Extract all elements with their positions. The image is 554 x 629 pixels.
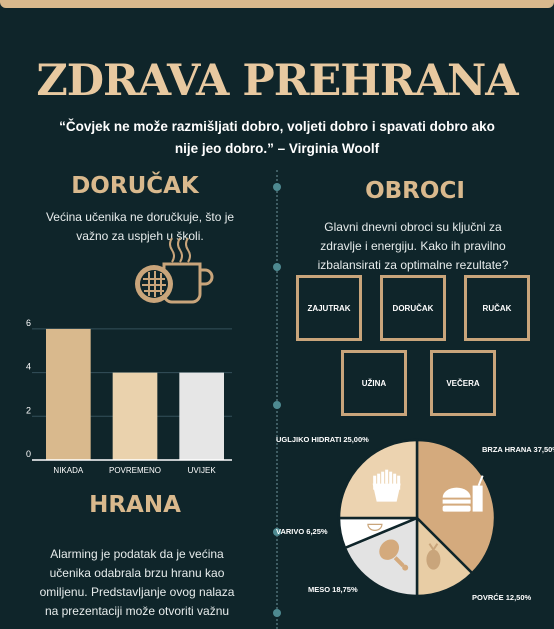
- top-banner-strip: [0, 0, 554, 8]
- waffle-coffee-icon: [135, 237, 214, 304]
- timeline-dot: [273, 183, 281, 191]
- vegetable-icon: [426, 543, 441, 570]
- x-tick-label: NIKADA: [53, 466, 83, 475]
- meal-box-rucak: RUČAK: [464, 275, 530, 341]
- y-tick-label: 6: [26, 318, 31, 328]
- meals-heading: OBROCI: [365, 178, 465, 204]
- timeline-dot: [273, 528, 281, 536]
- bar-nikada: [46, 328, 91, 460]
- timeline-dot: [273, 609, 281, 617]
- bar-uvijek: [179, 372, 224, 460]
- breakfast-heading: DORUČAK: [71, 173, 199, 199]
- y-tick-label: 2: [26, 405, 31, 415]
- x-tick-label: POVREMENO: [109, 466, 161, 475]
- soup-icon: [367, 523, 383, 531]
- pie-label: VARIVO 6,25%: [276, 527, 328, 536]
- pie-label: MESO 18,75%: [308, 585, 358, 594]
- y-tick-label: 0: [26, 449, 31, 459]
- bar-povremeno: [112, 372, 158, 460]
- meals-text: Glavni dnevni obroci su ključni za zdrav…: [317, 220, 509, 272]
- meal-box-dorucak: DORUČAK: [380, 275, 446, 341]
- burger-icon: [442, 475, 484, 512]
- y-tick-label: 4: [26, 362, 31, 372]
- page-title: ZDRAVA PREHRANA: [36, 56, 518, 106]
- drumstick-icon: [379, 539, 409, 571]
- pie-slice: [343, 516, 419, 598]
- pie-label: POVRĆE 12,50%: [472, 593, 532, 602]
- meal-box-uzina: UŽINA: [341, 350, 407, 416]
- timeline-dot: [273, 401, 281, 409]
- center-divider: [276, 170, 278, 629]
- food-pie-chart: BRZA HRANA 37,50% POVRĆE 12,50% MESO 18,75…: [276, 435, 554, 602]
- fries-icon: [372, 469, 401, 502]
- timeline-dot: [273, 263, 281, 271]
- food-heading: HRANA: [89, 492, 181, 518]
- meal-box-zajutrak: ZAJUTRAK: [296, 275, 362, 341]
- meal-box-vecera: VEČERA: [430, 350, 496, 416]
- pie-label: UGLJIKO HIDRATI 25,00%: [276, 435, 369, 444]
- pie-label: BRZA HRANA 37,50%: [482, 445, 554, 454]
- food-text: Alarming je podatak da je većina učenika…: [39, 547, 235, 618]
- quote-text: “Čovjek ne može razmišljati dobro, volje…: [59, 119, 495, 156]
- x-tick-label: UVIJEK: [188, 466, 217, 475]
- breakfast-bar-chart: 0 2 4 6 NIKADA POVREMENO UVIJEK: [26, 318, 232, 475]
